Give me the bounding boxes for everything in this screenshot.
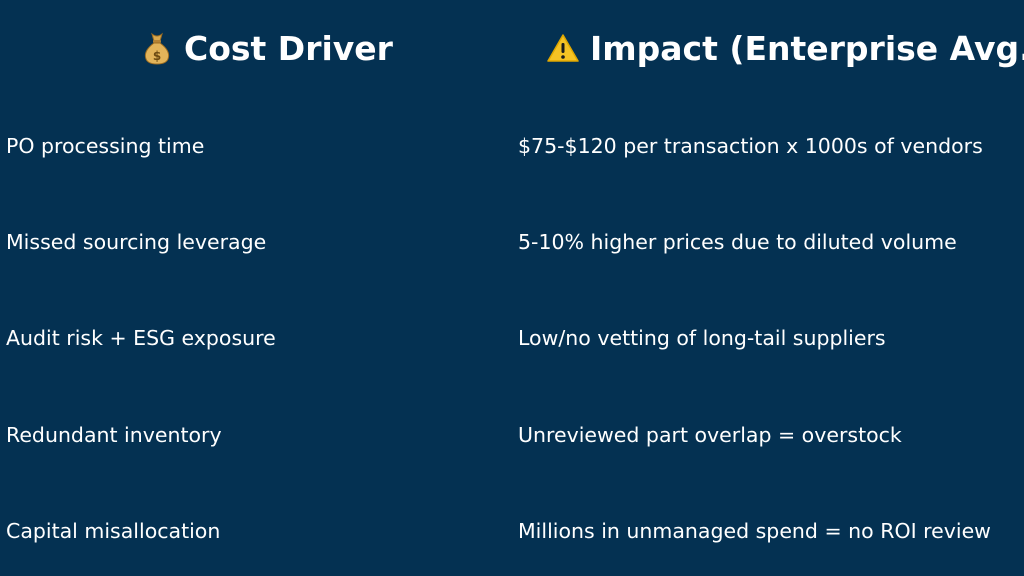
- table-row: Redundant inventory Unreviewed part over…: [0, 420, 1024, 450]
- table-row: Audit risk + ESG exposure Low/no vetting…: [0, 323, 1024, 353]
- impact-cell: Low/no vetting of long-tail suppliers: [518, 326, 886, 350]
- table-row: Missed sourcing leverage 5-10% higher pr…: [0, 227, 1024, 257]
- impact-cell: Unreviewed part overlap = overstock: [518, 423, 902, 447]
- cost-driver-cell: Missed sourcing leverage: [6, 230, 267, 254]
- svg-text:$: $: [153, 49, 161, 63]
- impact-cell: $75-$120 per transaction x 1000s of vend…: [518, 134, 983, 158]
- header-impact-label: Impact (Enterprise Avg.): [590, 28, 1024, 68]
- table-row: PO processing time $75-$120 per transact…: [0, 131, 1024, 161]
- table-row: Capital misallocation Millions in unmana…: [0, 516, 1024, 546]
- impact-cell: Millions in unmanaged spend = no ROI rev…: [518, 519, 991, 543]
- impact-cell: 5-10% higher prices due to diluted volum…: [518, 230, 957, 254]
- header-impact: Impact (Enterprise Avg.): [546, 26, 1024, 70]
- header-cost-driver: $ Cost Driver: [140, 26, 393, 70]
- warning-icon: [546, 31, 580, 65]
- cost-driver-cell: Capital misallocation: [6, 519, 221, 543]
- cost-driver-cell: Audit risk + ESG exposure: [6, 326, 276, 350]
- header-cost-driver-label: Cost Driver: [184, 28, 393, 68]
- cost-driver-cell: PO processing time: [6, 134, 205, 158]
- cost-driver-cell: Redundant inventory: [6, 423, 222, 447]
- money-bag-icon: $: [140, 31, 174, 65]
